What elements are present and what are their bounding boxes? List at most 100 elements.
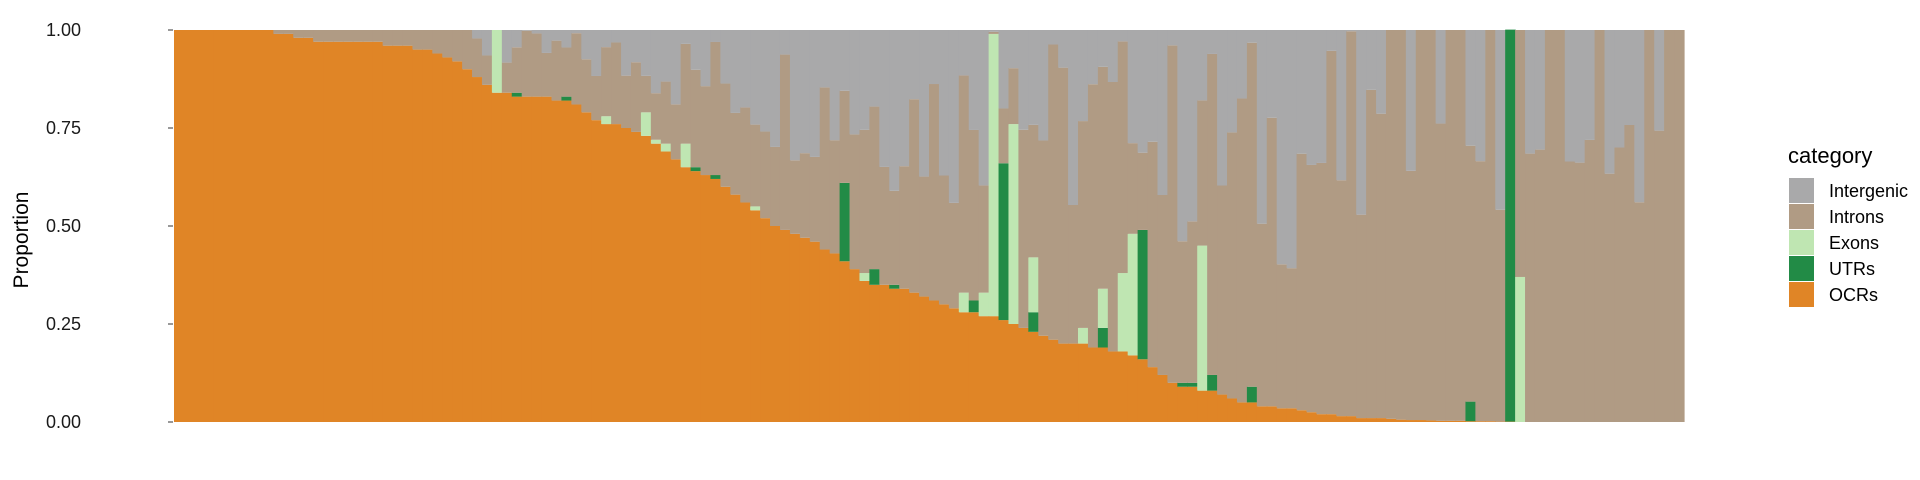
bar-segment-introns — [710, 41, 721, 176]
bar-segment-exons — [1008, 124, 1019, 324]
bar-segment-intergenic — [630, 30, 642, 63]
bar-segment-ocrs — [1425, 420, 1437, 422]
bar-segment-introns — [1097, 66, 1109, 289]
bar-segment-ocrs — [591, 120, 602, 422]
bar-segment-ocrs — [481, 84, 493, 422]
bar-segment-ocrs — [889, 288, 900, 422]
bar-segment-introns — [909, 99, 920, 293]
bar-segment-introns — [323, 30, 334, 42]
bar-segment-introns — [621, 75, 632, 128]
bar-segment-exons — [680, 143, 692, 168]
bar-segment-intergenic — [750, 30, 761, 125]
bar-segment-utrs — [1505, 29, 1516, 422]
y-tick-label: 0.75 — [46, 118, 81, 138]
bar-segment-utrs — [511, 92, 523, 97]
bar-segment-introns — [1604, 173, 1616, 422]
bar-segment-exons — [1028, 257, 1039, 313]
bar-segment-intergenic — [581, 30, 592, 60]
bar-segment-introns — [1326, 50, 1337, 415]
bar-segment-introns — [1445, 30, 1457, 421]
bar-segment-intergenic — [511, 30, 523, 48]
bar-segment-introns — [1316, 162, 1327, 415]
legend-swatch-exons — [1789, 230, 1814, 255]
bar-segment-utrs — [1177, 382, 1188, 387]
bar-segment-ocrs — [690, 171, 702, 422]
bar-segment-introns — [1574, 162, 1586, 422]
bar-segment-ocrs — [203, 30, 215, 422]
bar-segment-ocrs — [1207, 390, 1218, 422]
bar-segment-ocrs — [839, 261, 851, 422]
bar-segment-intergenic — [1087, 30, 1099, 85]
bar-segment-ocrs — [730, 194, 741, 422]
bar-segment-introns — [422, 30, 433, 50]
bar-segment-intergenic — [1465, 30, 1476, 146]
bar-segment-introns — [1415, 30, 1427, 421]
bar-segment-intergenic — [929, 30, 940, 85]
bar-segment-intergenic — [1246, 30, 1258, 43]
bar-segment-introns — [1674, 30, 1685, 422]
bar-segment-ocrs — [1147, 367, 1159, 422]
bar-segment-intergenic — [998, 30, 1010, 109]
bar-segment-ocrs — [859, 280, 870, 422]
bar-segment-intergenic — [501, 30, 513, 63]
bar-segment-intergenic — [1654, 30, 1665, 131]
bar-segment-introns — [978, 185, 990, 293]
bar-segment-ocrs — [323, 41, 334, 422]
bar-segment-ocrs — [1395, 419, 1407, 422]
bar-segment-intergenic — [591, 30, 602, 76]
bar-segment-introns — [1117, 41, 1129, 274]
bar-segment-intergenic — [1197, 30, 1208, 101]
bar-segment-ocrs — [551, 100, 563, 422]
bar-segment-introns — [1425, 30, 1437, 421]
bar-segment-ocrs — [303, 37, 314, 423]
bar-segment-introns — [501, 62, 513, 93]
bar-segment-ocrs — [630, 131, 642, 423]
bar-segment-ocrs — [402, 45, 414, 423]
bar-segment-intergenic — [1624, 30, 1635, 126]
y-tick-label: 0.50 — [46, 216, 81, 236]
bar-segment-ocrs — [332, 41, 344, 422]
bar-segment-ocrs — [1256, 406, 1268, 422]
bar-segment-intergenic — [899, 30, 910, 167]
bar-segment-introns — [1207, 53, 1218, 375]
bar-segment-intergenic — [1534, 30, 1546, 150]
bar-segment-intergenic — [1048, 30, 1059, 45]
bar-segment-ocrs — [1485, 421, 1496, 422]
bar-segment-intergenic — [809, 30, 821, 157]
bar-segment-introns — [382, 30, 394, 46]
bar-segment-ocrs — [1028, 331, 1039, 422]
bar-segment-ocrs — [1306, 412, 1318, 422]
bar-segment-exons — [1515, 276, 1526, 422]
bar-segment-intergenic — [1207, 30, 1218, 54]
bar-segment-introns — [740, 107, 751, 203]
bar-segment-intergenic — [1177, 30, 1188, 242]
bar-segment-intergenic — [1564, 30, 1576, 162]
bar-segment-intergenic — [1018, 30, 1029, 130]
bar-segment-exons — [1117, 273, 1129, 352]
bar-segment-introns — [849, 134, 861, 270]
bar-segment-introns — [1366, 89, 1377, 419]
bar-segment-intergenic — [1147, 30, 1159, 142]
bar-segment-introns — [472, 38, 483, 78]
bar-segment-ocrs — [1266, 406, 1278, 422]
bar-segment-exons — [958, 292, 970, 313]
bar-segment-introns — [859, 129, 870, 274]
bar-segment-intergenic — [760, 30, 771, 132]
bar-segment-introns — [1127, 143, 1139, 234]
bar-segment-introns — [1544, 30, 1556, 422]
bar-segment-utrs — [561, 96, 572, 101]
bar-segment-introns — [968, 129, 980, 301]
bar-segment-ocrs — [929, 300, 940, 422]
bar-segment-intergenic — [958, 30, 970, 76]
bar-segment-introns — [1395, 30, 1407, 420]
bar-segment-ocrs — [660, 151, 672, 422]
bar-segment-introns — [601, 47, 612, 117]
bar-segment-ocrs — [869, 284, 880, 422]
bar-segment-introns — [869, 106, 880, 270]
bar-segment-intergenic — [601, 30, 612, 48]
bar-segment-introns — [1664, 30, 1675, 422]
bar-segment-intergenic — [909, 30, 920, 100]
bar-segment-ocrs — [1058, 343, 1069, 422]
bar-segment-intergenic — [1256, 30, 1268, 224]
bar-segment-intergenic — [1008, 30, 1019, 69]
